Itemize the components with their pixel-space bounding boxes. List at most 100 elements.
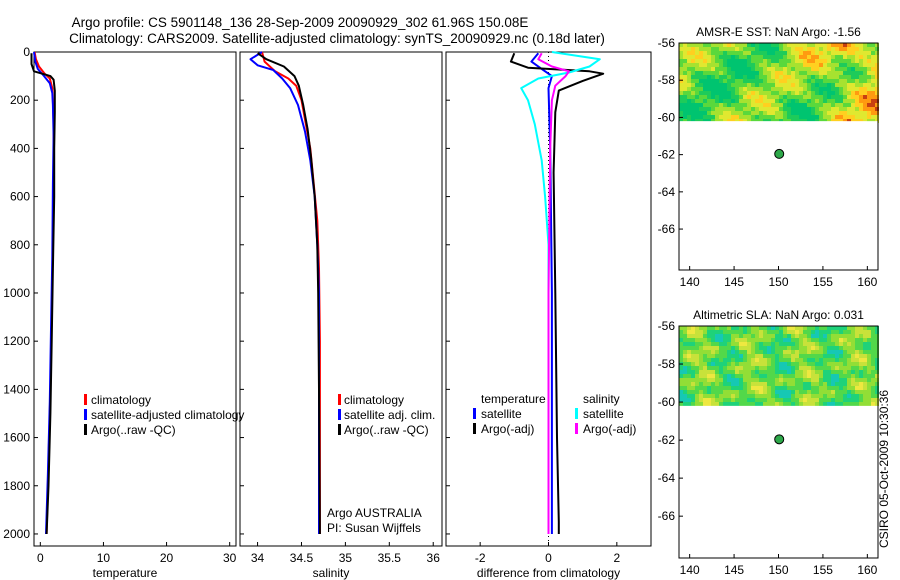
heat-cell xyxy=(699,326,703,330)
heat-cell xyxy=(859,119,863,123)
heat-cell xyxy=(847,358,851,362)
heat-cell xyxy=(703,334,707,338)
heat-cell xyxy=(679,111,683,115)
heat-cell xyxy=(751,350,755,354)
heat-cell xyxy=(691,362,695,366)
heat-cell xyxy=(723,330,727,334)
heat-cell xyxy=(683,95,687,99)
heat-cell xyxy=(795,79,799,83)
heat-cell xyxy=(731,43,735,47)
heat-cell xyxy=(739,119,743,123)
heat-cell xyxy=(803,115,807,119)
heat-cell xyxy=(771,338,775,342)
heat-cell xyxy=(815,354,819,358)
heat-cell xyxy=(875,326,879,330)
heat-cell xyxy=(763,354,767,358)
heat-cell xyxy=(699,334,703,338)
heat-cell xyxy=(715,330,719,334)
heat-cell xyxy=(839,334,843,338)
heat-cell xyxy=(771,119,775,123)
heat-cell xyxy=(731,386,735,390)
heat-cell xyxy=(715,119,719,123)
heat-cell xyxy=(827,67,831,71)
heat-cell xyxy=(823,354,827,358)
heat-cell xyxy=(691,370,695,374)
heat-cell xyxy=(779,334,783,338)
heat-cell xyxy=(723,67,727,71)
heat-cell xyxy=(735,111,739,115)
heat-cell xyxy=(703,83,707,87)
heat-cell xyxy=(683,334,687,338)
heat-cell xyxy=(767,87,771,91)
heat-cell xyxy=(807,115,811,119)
heat-cell xyxy=(867,51,871,55)
heat-cell xyxy=(727,63,731,67)
heat-cell xyxy=(799,43,803,47)
heat-cell xyxy=(679,354,683,358)
heat-cell xyxy=(855,374,859,378)
heat-cell xyxy=(771,366,775,370)
csiro-stamp: CSIRO 05-Oct-2009 10:30:36 xyxy=(877,390,891,548)
heat-cell xyxy=(739,87,743,91)
heat-cell xyxy=(823,334,827,338)
heat-cell xyxy=(795,87,799,91)
heat-cell xyxy=(751,386,755,390)
heat-cell xyxy=(755,350,759,354)
heat-cell xyxy=(731,75,735,79)
heat-cell xyxy=(823,390,827,394)
heat-cell xyxy=(823,79,827,83)
heat-cell xyxy=(803,95,807,99)
heat-cell xyxy=(819,342,823,346)
heat-cell xyxy=(691,107,695,111)
heat-cell xyxy=(831,338,835,342)
heat-cell xyxy=(835,107,839,111)
heat-cell xyxy=(827,386,831,390)
heat-cell xyxy=(747,330,751,334)
heat-cell xyxy=(727,91,731,95)
heat-cell xyxy=(723,358,727,362)
heat-cell xyxy=(863,358,867,362)
heat-cell xyxy=(711,119,715,123)
heat-cell xyxy=(703,358,707,362)
heat-cell xyxy=(787,386,791,390)
heat-cell xyxy=(863,111,867,115)
heat-cell xyxy=(787,43,791,47)
heat-cell xyxy=(787,382,791,386)
heat-cell xyxy=(763,350,767,354)
heat-cell xyxy=(711,67,715,71)
heat-cell xyxy=(699,370,703,374)
heat-cell xyxy=(871,107,875,111)
heat-cell xyxy=(719,346,723,350)
heat-cell xyxy=(731,111,735,115)
heat-cell xyxy=(831,362,835,366)
heat-cell xyxy=(759,59,763,63)
heat-cell xyxy=(687,354,691,358)
heat-cell xyxy=(827,47,831,51)
heat-cell xyxy=(679,43,683,47)
heat-cell xyxy=(707,386,711,390)
heat-cell xyxy=(699,119,703,123)
heat-cell xyxy=(875,374,879,378)
heat-cell xyxy=(795,63,799,67)
heat-cell xyxy=(731,51,735,55)
heat-cell xyxy=(875,358,879,362)
heat-cell xyxy=(831,390,835,394)
heat-cell xyxy=(851,111,855,115)
heat-cell xyxy=(775,326,779,330)
heat-cell xyxy=(875,342,879,346)
heat-cell xyxy=(763,398,767,402)
heat-cell xyxy=(699,99,703,103)
heat-cell xyxy=(719,67,723,71)
heat-cell xyxy=(875,119,879,123)
heat-cell xyxy=(851,59,855,63)
heat-cell xyxy=(747,394,751,398)
heat-cell xyxy=(859,398,863,402)
temperature-axes-box xyxy=(33,51,237,547)
heat-cell xyxy=(751,394,755,398)
heat-cell xyxy=(855,402,859,406)
heat-cell xyxy=(703,55,707,59)
heat-cell xyxy=(803,366,807,370)
heat-cell xyxy=(735,358,739,362)
heat-cell xyxy=(759,370,763,374)
